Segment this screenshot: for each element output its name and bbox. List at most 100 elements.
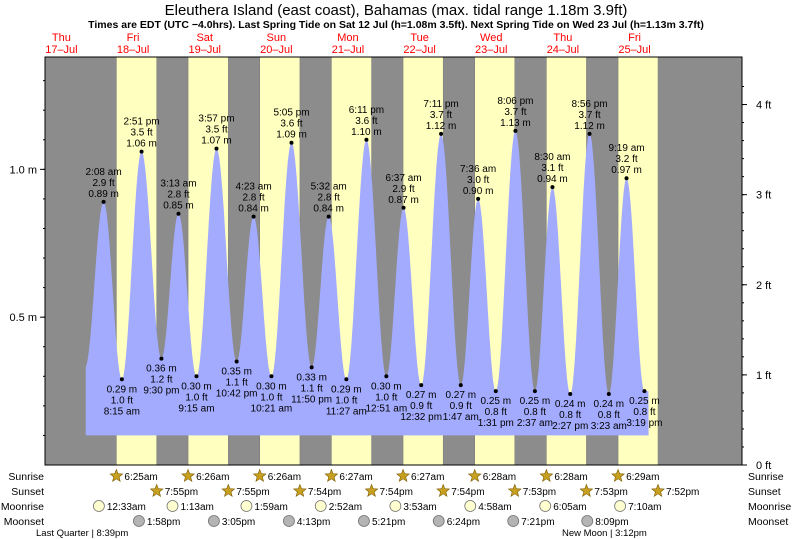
moonset-time: 5:21pm [372,517,405,528]
astronomy-rows: Sunrise Sunset Moonrise Moonset Sunrise … [1,468,791,539]
moonrise-time: 1:13am [181,502,214,513]
day-label-name: Mon [337,32,358,44]
y-tick-label-m: 1.0 m [9,164,37,176]
tide-point [568,392,573,397]
sunrise-row-label-right: Sunrise [748,471,784,483]
sunset-time: 7:54pm [380,487,413,498]
tide-label-ft: 1.0 ft [335,395,357,406]
tide-label-mlabel: 1.12 m [574,121,605,132]
tide-label-ft: 2.8 ft [318,193,340,204]
day-label-name: Wed [480,32,502,44]
tide-label-mlabel: 0.24 m [594,399,625,410]
tide-label-mlabel: 0.36 m [146,364,177,375]
tide-label-time: 3:23 am [591,421,627,432]
sunset-time: 7:55pm [236,487,269,498]
tide-point [234,359,239,364]
tide-label-ft: 2.9 ft [392,184,414,195]
tide-label-mlabel: 0.87 m [388,195,419,206]
tide-label-ft: 0.8 ft [559,410,581,421]
sunrise-time: 6:28am [483,472,516,483]
tide-label-time: 10:42 pm [216,389,258,400]
tide-label-time: 2:27 pm [552,421,588,432]
tide-point [401,205,406,210]
tide-label-mlabel: 0.29 m [107,384,138,395]
tide-label-time: 1:47 am [443,412,479,423]
tide-label-ft: 3.1 ft [541,163,563,174]
sunset-sun-icon [507,483,522,497]
tide-label-mlabel: 1.06 m [126,139,157,150]
tide-label-time: 10:21 am [251,403,293,414]
tide-label-ft: 3.5 ft [205,125,227,136]
tide-point [550,185,555,190]
tide-label-ft: 3.0 ft [467,175,489,186]
moonrise-time: 2:52am [329,502,362,513]
day-label-date: 19–Jul [188,44,220,56]
tide-label-mlabel: 0.27 m [406,390,437,401]
day-label-date: 23–Jul [475,44,507,56]
tide-label-ft: 1.1 ft [226,378,248,389]
day-label-date: 17–Jul [45,44,77,56]
tide-label-time: 8:30 am [534,152,570,163]
tide-label-time: 6:37 am [385,173,421,184]
sunrise-sun-icon [467,468,482,482]
day-label-date: 20–Jul [260,44,292,56]
tide-label-time: 3:13 am [160,179,196,190]
tide-label-mlabel: 0.90 m [463,186,494,197]
tide-label-ft: 3.5 ft [130,128,152,139]
tide-label-mlabel: 1.13 m [500,118,531,129]
tide-point [642,389,647,394]
moonset-row-label-right: Moonset [748,516,788,528]
moonset-time: 8:09pm [595,517,628,528]
y-tick-label-ft: 4 ft [756,100,771,112]
tide-label-time: 5:32 am [311,182,347,193]
sunrise-time: 6:26am [268,472,301,483]
tide-label-ft: 2.8 ft [167,190,189,201]
sunrise-sun-icon [611,468,626,482]
moonset-moon-icon [208,515,220,527]
sunset-sun-icon [436,483,451,497]
moonset-moon-icon [432,515,445,527]
day-label-date: 22–Jul [403,44,435,56]
moonrise-moon-icon [166,500,179,512]
tide-label-time: 7:36 am [460,164,496,175]
tide-label-mlabel: 0.30 m [256,381,287,392]
tide-label-time: 12:32 pm [400,412,442,423]
tide-label-mlabel: 0.94 m [537,174,568,185]
tide-label-ft: 1.0 ft [260,392,282,403]
tide-label-time: 8:06 pm [497,96,533,107]
moonrise-time: 7:10am [628,502,661,513]
tide-label-ft: 1.2 ft [150,375,172,386]
tide-label-mlabel: 0.25 m [480,396,511,407]
tide-label-mlabel: 0.29 m [331,384,362,395]
tide-label-mlabel: 1.12 m [426,121,457,132]
tide-label-time: 8:56 pm [571,99,607,110]
moonrise-moon-icon [240,500,253,512]
tide-label-ft: 1.1 ft [301,383,323,394]
tide-point [251,214,256,219]
tide-point [101,199,106,204]
moonset-moon-icon [133,515,145,527]
moonset-time: 6:24pm [447,517,480,528]
tide-point [458,383,463,388]
tide-label-mlabel: 0.89 m [88,189,119,200]
tide-label-ft: 3.7 ft [504,107,526,118]
tide-point [139,149,144,154]
tide-label-time: 1:31 pm [478,418,514,429]
sunrise-time: 6:25am [124,472,157,483]
moonset-time: 7:21pm [521,517,554,528]
tide-label-time: 2:51 pm [123,117,159,128]
moonset-time: 4:13pm [297,517,330,528]
moonrise-time: 6:05am [553,502,586,513]
tide-label-ft: 1.0 ft [185,392,207,403]
tide-label-ft: 1.0 ft [375,392,397,403]
day-label-name: Tue [410,32,429,44]
frame [44,56,743,466]
sunrise-row-label-left: Sunrise [8,471,44,483]
chart-subtitle: Times are EDT (UTC −4.0hrs). Last Spring… [88,19,704,31]
tide-label-mlabel: 0.97 m [611,165,642,176]
tide-label-ft: 0.9 ft [410,401,432,412]
moon-phase-new-moon: New Moon | 3:12pm [562,528,647,539]
day-label-name: Sat [196,32,213,44]
moonrise-moon-icon [314,500,327,512]
